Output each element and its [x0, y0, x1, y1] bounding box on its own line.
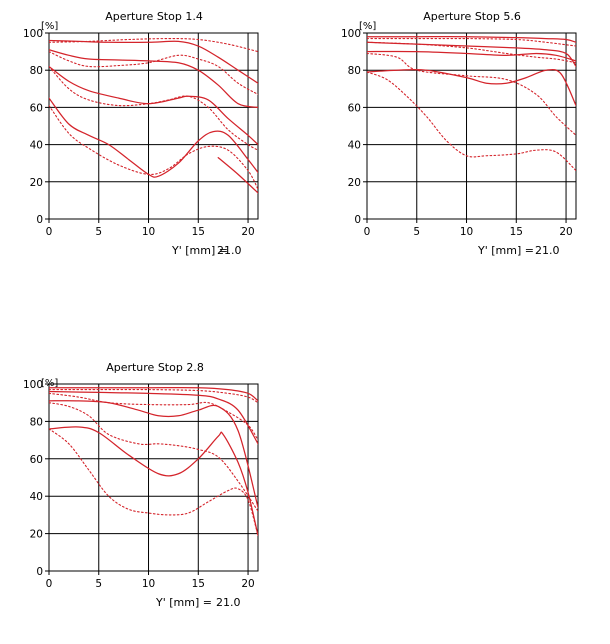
- chart-title: Aperture Stop 5.6: [423, 10, 521, 23]
- x-axis-value: 21.0: [535, 244, 560, 257]
- mtf-curve-dotted-1: [49, 38, 258, 53]
- mtf-curve-dotted-7: [367, 71, 576, 172]
- x-tick-label: 20: [241, 578, 254, 590]
- y-tick-label: 80: [30, 416, 43, 428]
- mtf-curve-dotted-1: [49, 388, 258, 404]
- x-tick-label: 0: [364, 226, 371, 238]
- y-axis-unit-label: [%]: [359, 21, 376, 32]
- y-tick-label: 60: [348, 102, 361, 114]
- y-tick-label: 100: [23, 379, 43, 391]
- mtf-curve-solid-2: [49, 49, 258, 109]
- y-tick-label: 0: [354, 214, 361, 226]
- y-tick-label: 40: [30, 491, 43, 503]
- mtf-curve-solid-2: [49, 390, 258, 445]
- mtf-curve-dotted-5: [49, 402, 258, 512]
- mtf-curve-solid-4: [49, 400, 258, 509]
- mtf-curve-dotted-5: [367, 52, 576, 136]
- y-axis-unit-label: [%]: [41, 21, 58, 32]
- y-tick-label: 20: [30, 529, 43, 541]
- plot-frame: [366, 32, 577, 220]
- y-tick-label: 40: [348, 140, 361, 152]
- y-tick-label: 40: [30, 140, 43, 152]
- x-tick-label: 10: [142, 226, 155, 238]
- mtf-curve-solid-6: [367, 68, 576, 107]
- mtf-curve-dotted-3: [49, 51, 258, 95]
- x-tick-label: 10: [142, 578, 155, 590]
- y-tick-label: 100: [341, 28, 361, 40]
- x-tick-label: 15: [510, 226, 523, 238]
- chart-title: Aperture Stop 1.4: [105, 10, 203, 23]
- y-tick-label: 80: [348, 65, 361, 77]
- x-tick-label: 5: [95, 578, 102, 590]
- y-tick-label: 0: [36, 566, 43, 578]
- mtf-curve-dotted-3: [367, 41, 576, 64]
- mtf-curve-solid-8: [217, 156, 258, 194]
- mtf-curve-solid-6: [49, 426, 258, 537]
- mtf-curve-solid-0: [367, 36, 576, 43]
- chart-panel-aperture-5-6: Aperture Stop 5.6 [%] Y' [mm] = 21.0 0 20…: [341, 10, 577, 257]
- chart-panel-aperture-2-8: Aperture Stop 2.8 [%] Y' [mm] = 21.0 020…: [23, 361, 259, 609]
- x-axis-value: 21.0: [216, 596, 241, 609]
- x-tick-label: 5: [413, 226, 420, 238]
- x-axis-label: Y' [mm] =: [155, 596, 212, 609]
- mtf-curve-solid-0: [49, 39, 258, 84]
- y-tick-label: 60: [30, 454, 43, 466]
- x-tick-label: 10: [460, 226, 473, 238]
- x-tick-label: 20: [241, 226, 254, 238]
- mtf-curve-dotted-7: [49, 428, 258, 537]
- chart-panel-aperture-1-4: Aperture Stop 1.4 [%] Y' [mm] = 21.0 0 20…: [23, 10, 259, 257]
- x-axis-label: Y' [mm] =: [171, 244, 228, 257]
- x-tick-label: 15: [192, 226, 205, 238]
- mtf-curve-solid-0: [49, 386, 258, 402]
- mtf-curve-solid-4: [49, 65, 258, 146]
- x-tick-label: 20: [559, 226, 572, 238]
- y-tick-label: 100: [23, 28, 43, 40]
- x-tick-label: 0: [46, 226, 53, 238]
- mtf-curve-dotted-5: [49, 65, 258, 151]
- x-axis-value: 21.0: [217, 244, 242, 257]
- y-tick-label: 20: [348, 177, 361, 189]
- mtf-curve-dotted-3: [49, 392, 258, 441]
- x-axis-label: Y' [mm] =: [477, 244, 534, 257]
- y-tick-label: 60: [30, 102, 43, 114]
- y-tick-label: 0: [36, 214, 43, 226]
- y-tick-label: 20: [30, 177, 43, 189]
- x-tick-label: 5: [95, 226, 102, 238]
- y-tick-label: 80: [30, 65, 43, 77]
- mtf-curve-dotted-7: [49, 104, 258, 190]
- x-tick-label: 0: [46, 578, 53, 590]
- mtf-curve-dotted-1: [367, 37, 576, 47]
- chart-title: Aperture Stop 2.8: [106, 361, 204, 374]
- mtf-curve-solid-4: [367, 50, 576, 62]
- mtf-curve-solid-6: [49, 97, 258, 178]
- x-tick-label: 15: [192, 578, 205, 590]
